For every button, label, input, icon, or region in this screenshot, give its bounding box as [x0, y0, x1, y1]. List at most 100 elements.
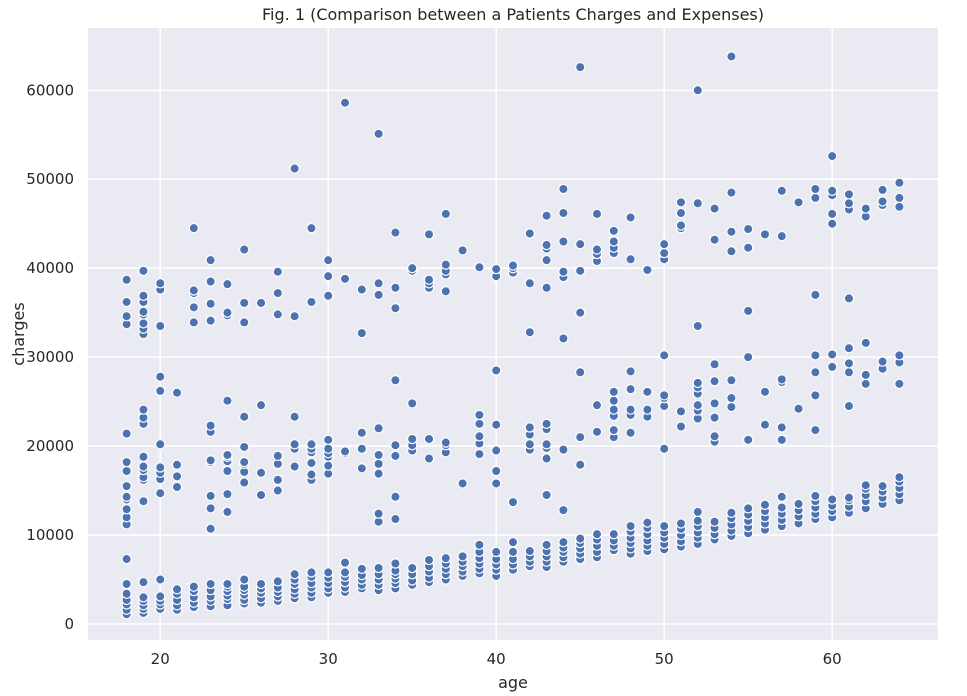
data-point	[742, 242, 754, 253]
data-point	[826, 150, 838, 162]
data-point	[541, 418, 552, 430]
data-point	[776, 185, 787, 196]
data-point	[440, 437, 452, 448]
data-point	[742, 305, 754, 317]
data-point	[759, 229, 771, 240]
data-point	[574, 238, 586, 250]
data-point	[591, 208, 603, 220]
data-point	[339, 273, 351, 285]
y-axis-label: charges	[9, 302, 28, 365]
data-point	[474, 431, 485, 442]
data-point	[407, 562, 418, 574]
data-point	[574, 431, 586, 443]
data-point	[205, 490, 216, 502]
data-point	[255, 578, 267, 590]
data-point	[339, 567, 351, 578]
data-point	[222, 506, 233, 518]
data-point	[222, 278, 233, 290]
data-point	[558, 504, 569, 516]
data-point	[155, 462, 166, 473]
data-point	[373, 458, 384, 470]
data-point	[776, 491, 787, 502]
data-point	[810, 490, 821, 502]
data-point	[423, 453, 435, 464]
data-point	[658, 520, 670, 532]
data-point	[356, 327, 368, 339]
data-point	[507, 536, 519, 548]
data-point	[155, 278, 166, 289]
data-point	[541, 254, 552, 266]
data-point	[726, 375, 737, 386]
data-point	[843, 198, 855, 209]
data-point	[390, 375, 401, 386]
data-point	[373, 423, 384, 434]
data-point	[239, 411, 250, 422]
data-point	[121, 504, 132, 515]
data-point	[742, 351, 754, 363]
x-tick-label: 30	[319, 650, 338, 668]
data-point	[894, 192, 905, 204]
data-point	[138, 318, 149, 329]
data-point	[255, 297, 267, 309]
data-point	[608, 424, 619, 436]
data-point	[457, 245, 468, 256]
data-point	[188, 317, 200, 328]
data-point	[776, 434, 787, 446]
data-point	[860, 337, 871, 349]
data-point	[608, 404, 619, 415]
data-point	[675, 197, 687, 208]
data-point	[541, 489, 552, 501]
data-point	[155, 320, 166, 332]
data-point	[843, 293, 855, 304]
data-point	[272, 266, 284, 277]
data-point	[306, 567, 317, 578]
data-point	[440, 552, 452, 564]
data-point	[608, 225, 619, 237]
data-point	[793, 197, 804, 208]
data-point	[574, 367, 586, 378]
data-point	[155, 574, 166, 585]
data-point	[726, 51, 737, 62]
data-point	[574, 459, 586, 470]
data-point	[675, 518, 687, 529]
data-point	[574, 307, 586, 318]
data-point	[558, 266, 569, 277]
data-point	[877, 480, 888, 492]
data-point	[423, 229, 435, 240]
data-point	[726, 392, 737, 404]
data-point	[524, 278, 535, 289]
data-point	[155, 439, 166, 450]
data-point	[138, 306, 149, 317]
data-point	[339, 446, 351, 457]
data-point	[171, 584, 183, 595]
y-tick-label: 10000	[26, 526, 74, 544]
data-point	[826, 361, 838, 373]
data-point	[306, 457, 317, 469]
data-point	[205, 315, 216, 326]
data-point	[121, 553, 132, 565]
data-point	[608, 236, 619, 247]
data-point	[222, 488, 233, 500]
data-point	[222, 395, 233, 406]
data-point	[121, 465, 132, 477]
data-point	[323, 270, 334, 282]
data-point	[860, 203, 871, 214]
data-point	[188, 222, 200, 234]
data-point	[675, 220, 687, 231]
data-point	[188, 581, 200, 592]
data-point	[239, 244, 250, 255]
data-point	[642, 264, 653, 276]
data-point	[541, 210, 552, 221]
data-point	[709, 203, 720, 214]
data-point	[776, 422, 787, 433]
data-point	[289, 163, 300, 174]
data-point	[843, 189, 855, 200]
data-point	[759, 499, 771, 510]
data-point	[860, 378, 871, 390]
data-point	[810, 390, 821, 401]
data-point	[390, 491, 401, 502]
data-point	[239, 477, 250, 488]
y-tick-label: 40000	[26, 259, 74, 277]
data-point	[289, 411, 300, 422]
data-point	[709, 431, 720, 442]
